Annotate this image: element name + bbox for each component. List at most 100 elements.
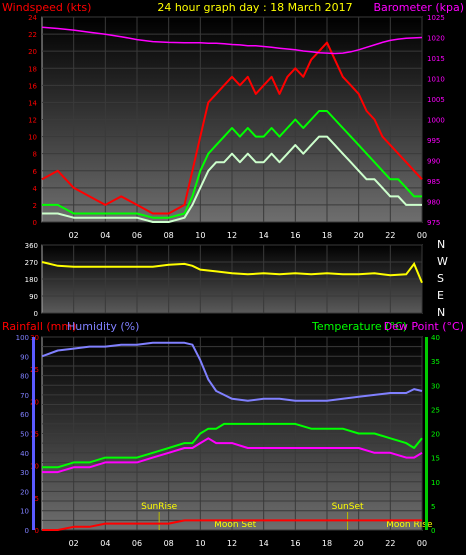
climate-x-tick-label: 00 bbox=[417, 539, 427, 548]
baro-y-tick-label: 975 bbox=[427, 219, 440, 227]
baro-y-tick-label: 1010 bbox=[427, 76, 445, 84]
dewpoint-y-label: Dew Point (°C) bbox=[384, 320, 464, 333]
rainfall-axis-bar bbox=[32, 337, 35, 530]
humidity-y-tick-label: 40 bbox=[20, 450, 29, 458]
rainfall-y-label: Rainfall (mm) bbox=[2, 320, 76, 333]
humidity-y-tick-label: 80 bbox=[20, 373, 29, 381]
humidity-y-tick-label: 10 bbox=[20, 508, 29, 516]
humidity-y-ticks: 0 10 20 30 40 50 60 70 80 90 100 bbox=[16, 334, 29, 535]
graph-title: 24 hour graph day : 18 March 2017 bbox=[157, 1, 352, 14]
climate-x-tick-label: 16 bbox=[290, 539, 300, 548]
baro-y-tick-label: 1005 bbox=[427, 96, 445, 104]
baro-y-tick-label: 1020 bbox=[427, 35, 445, 43]
wind-x-ticks: 02 04 06 08 10 12 14 16 18 20 22 00 bbox=[69, 231, 428, 240]
humidity-y-tick-label: 20 bbox=[20, 488, 29, 496]
baro-y-tick-label: 990 bbox=[427, 158, 440, 166]
temperature-y-tick-label: 30 bbox=[431, 382, 440, 390]
series-humidity bbox=[41, 341, 423, 402]
baro-y-tick-label: 995 bbox=[427, 137, 440, 145]
baro-y-tick-label: 985 bbox=[427, 178, 440, 186]
climate-x-tick-label: 14 bbox=[259, 539, 269, 548]
temperature-y-tick-label: 0 bbox=[431, 527, 435, 535]
direction-panel-grid bbox=[42, 244, 423, 314]
series-average bbox=[42, 110, 422, 219]
wind-y-tick-label: 12 bbox=[28, 117, 37, 125]
direction-series bbox=[41, 261, 423, 284]
baro-y-label: Barometer (kpa) bbox=[373, 1, 464, 14]
series-wind-direction bbox=[41, 261, 423, 284]
direction-y-tick-label: 270 bbox=[25, 259, 38, 267]
temperature-y-tick-label: 40 bbox=[431, 334, 440, 342]
compass-label: S bbox=[437, 272, 444, 285]
wind-x-tick-label: 14 bbox=[259, 231, 269, 240]
direction-y-tick-label: 90 bbox=[29, 293, 38, 301]
annotation-label: SunSet bbox=[332, 502, 364, 512]
climate-x-tick-label: 22 bbox=[385, 539, 395, 548]
wind-x-tick-label: 16 bbox=[290, 231, 300, 240]
annotation-label: SunRise bbox=[141, 502, 178, 512]
wind-y-tick-label: 18 bbox=[28, 65, 37, 73]
wind-panel-grid bbox=[42, 16, 423, 223]
climate-panel: SunRise Moon Set SunSet Moon Rise 0 10 20 30 40… bbox=[2, 320, 464, 548]
wind-y-tick-label: 24 bbox=[28, 14, 37, 22]
temperature-axis-bar bbox=[425, 337, 428, 530]
wind-y-label: Windspeed (kts) bbox=[2, 1, 91, 14]
series-barometer bbox=[41, 26, 423, 55]
humidity-y-tick-label: 0 bbox=[25, 527, 29, 535]
temperature-y-tick-label: 25 bbox=[431, 406, 440, 414]
climate-x-tick-label: 12 bbox=[227, 539, 237, 548]
wind-y-tick-label: 22 bbox=[28, 31, 37, 39]
wind-x-tick-label: 00 bbox=[417, 231, 427, 240]
temperature-y-tick-label: 15 bbox=[431, 455, 440, 463]
humidity-y-tick-label: 100 bbox=[16, 334, 29, 342]
climate-panel-grid bbox=[42, 336, 423, 531]
humidity-y-tick-label: 90 bbox=[20, 353, 29, 361]
climate-x-tick-label: 02 bbox=[69, 539, 79, 548]
annotation-label: Moon Rise bbox=[386, 520, 433, 530]
temperature-y-tick-label: 35 bbox=[431, 358, 440, 366]
wind-y-tick-label: 20 bbox=[28, 48, 37, 56]
series-dew-point bbox=[42, 437, 423, 474]
wind-x-tick-label: 08 bbox=[164, 231, 174, 240]
temperature-y-tick-label: 10 bbox=[431, 479, 440, 487]
baro-y-tick-label: 1025 bbox=[427, 14, 445, 22]
wind-x-tick-label: 22 bbox=[385, 231, 395, 240]
climate-x-tick-label: 18 bbox=[322, 539, 332, 548]
compass-label: N bbox=[437, 306, 445, 319]
direction-y-tick-label: 0 bbox=[34, 310, 38, 318]
series-lull bbox=[42, 135, 422, 223]
wind-x-tick-label: 10 bbox=[195, 231, 205, 240]
climate-x-tick-label: 20 bbox=[354, 539, 364, 548]
humidity-y-tick-label: 60 bbox=[20, 411, 29, 419]
climate-x-tick-label: 08 bbox=[164, 539, 174, 548]
wind-panel-series bbox=[41, 26, 423, 223]
direction-y-ticks: 0 90 180 270 360 bbox=[25, 242, 38, 318]
direction-y-tick-label: 360 bbox=[25, 242, 38, 250]
wind-x-tick-label: 12 bbox=[227, 231, 237, 240]
wind-x-tick-label: 02 bbox=[69, 231, 79, 240]
annotation-label: Moon Set bbox=[214, 520, 257, 530]
baro-y-tick-label: 1000 bbox=[427, 117, 445, 125]
temperature-y-label: Temperature (°C) bbox=[311, 320, 407, 333]
climate-x-tick-label: 06 bbox=[132, 539, 142, 548]
wind-y-tick-label: 2 bbox=[33, 202, 37, 210]
series-temperature bbox=[42, 422, 423, 469]
temperature-y-tick-label: 5 bbox=[431, 503, 435, 511]
compass-label: N bbox=[437, 238, 445, 251]
wind-y-tick-label: 4 bbox=[33, 185, 38, 193]
wind-y-tick-label: 10 bbox=[28, 134, 37, 142]
wind-y-tick-label: 8 bbox=[33, 151, 37, 159]
wind-x-tick-label: 04 bbox=[100, 231, 110, 240]
rainfall-y-tick-label: 0 bbox=[35, 527, 39, 535]
compass-label: E bbox=[437, 289, 444, 302]
humidity-y-label: Humidity (%) bbox=[67, 320, 139, 333]
wind-y-tick-label: 16 bbox=[28, 82, 37, 90]
wind-x-tick-label: 18 bbox=[322, 231, 332, 240]
climate-x-tick-label: 10 bbox=[195, 539, 205, 548]
baro-y-tick-label: 980 bbox=[427, 199, 440, 207]
compass-label: W bbox=[437, 255, 448, 268]
